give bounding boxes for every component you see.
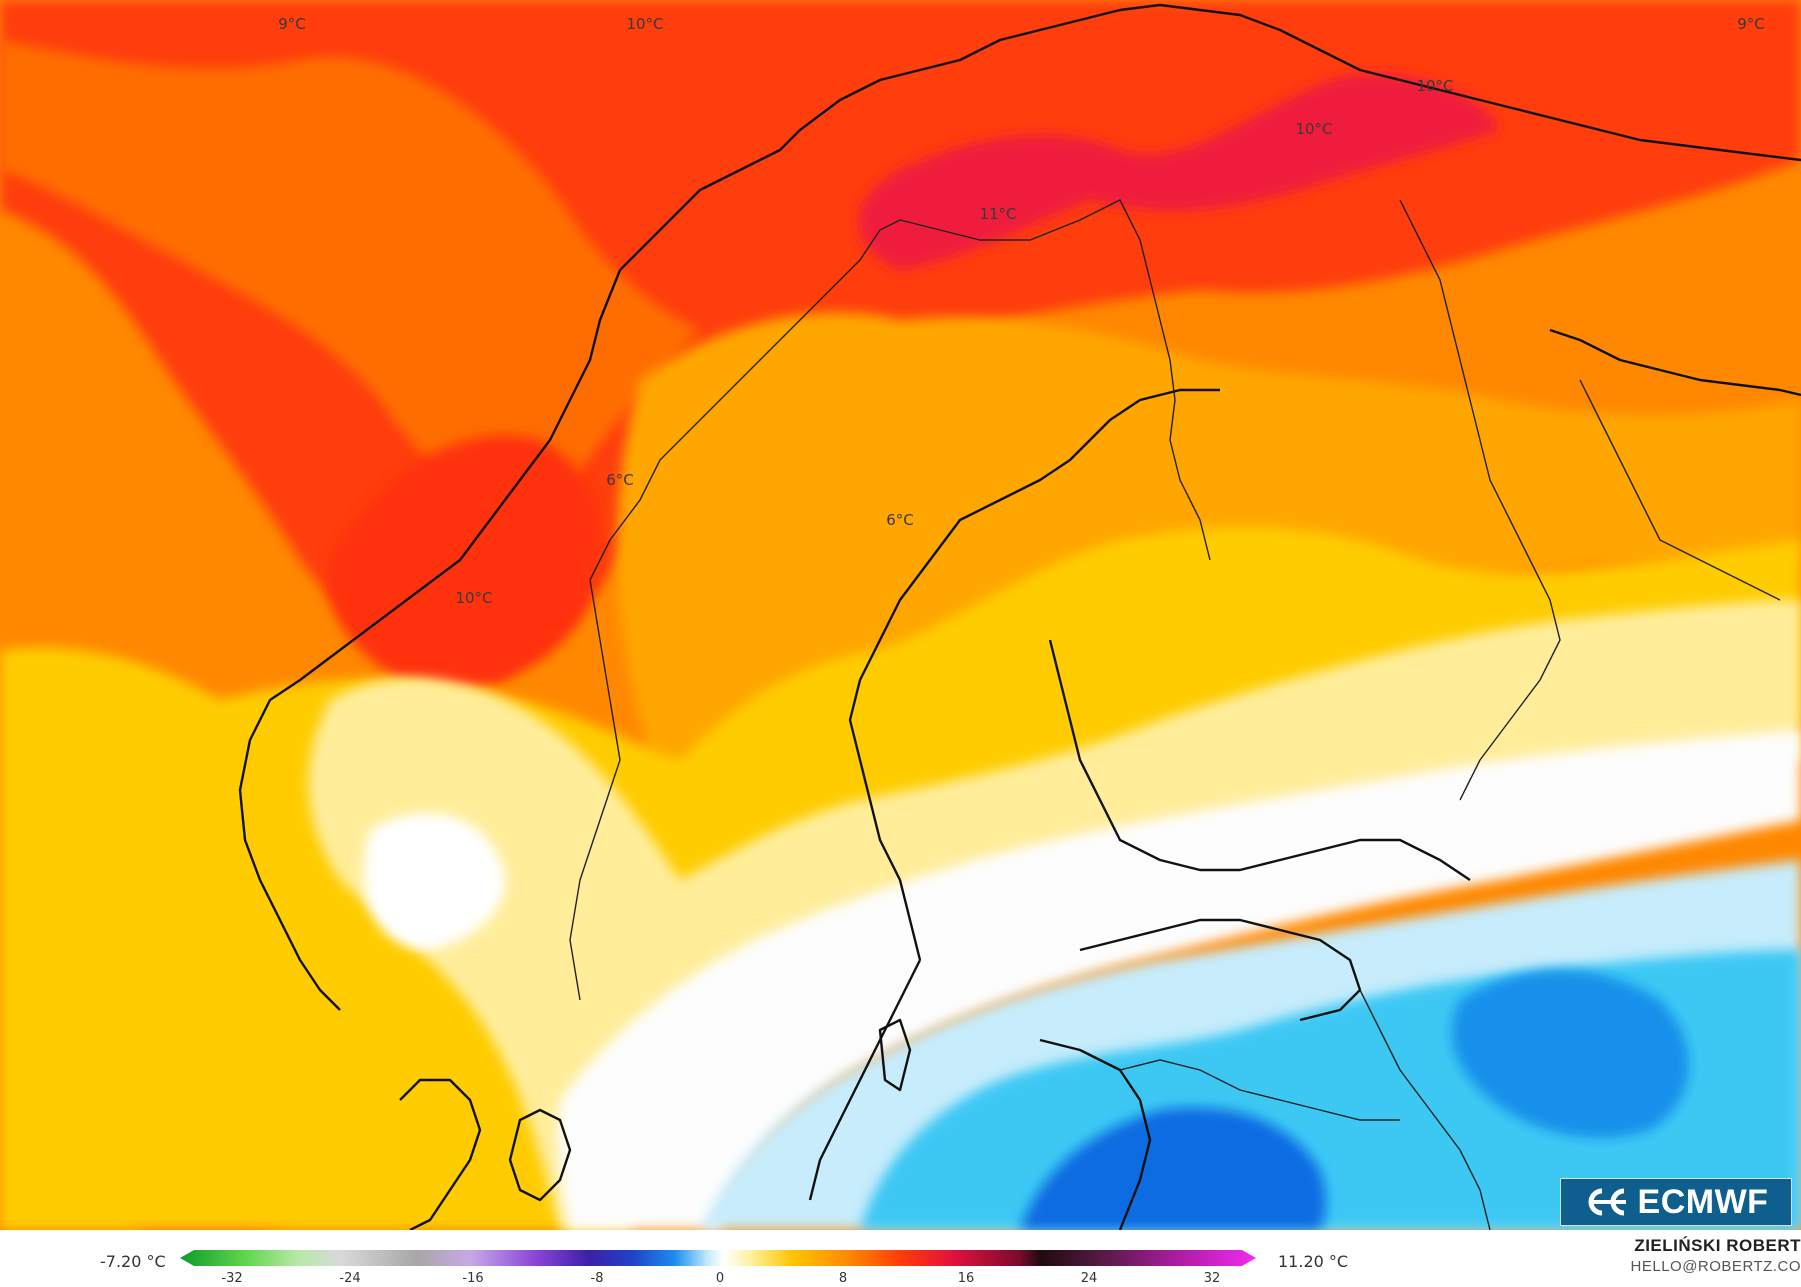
zone-blue xyxy=(1020,1107,1326,1230)
scale-tick: 8 xyxy=(838,1271,848,1286)
zone-blue-east xyxy=(1451,970,1689,1138)
zone-deep-red-north xyxy=(858,73,1500,270)
border-russia-east xyxy=(1579,379,1781,601)
temp-label: 10°C xyxy=(1295,120,1333,138)
gotland xyxy=(878,1018,912,1092)
map-canvas xyxy=(0,0,1801,1230)
temp-label: 10°C xyxy=(455,589,493,607)
norway-coast xyxy=(238,3,1801,1011)
scale-tick: -24 xyxy=(339,1271,361,1286)
author-credit: ZIELIŃSKI ROBERT HELLO@ROBERTZ.CO xyxy=(1631,1236,1801,1275)
zone-orange-mid xyxy=(0,40,700,506)
ecmwf-logo: ECMWF xyxy=(1560,1178,1792,1226)
temp-label: 6°C xyxy=(606,471,634,489)
baltic-coast xyxy=(1039,1038,1152,1230)
scale-tick: 16 xyxy=(957,1271,975,1286)
temp-label: 6°C xyxy=(886,511,914,529)
ecmwf-logo-text: ECMWF xyxy=(1637,1182,1769,1221)
author-email: HELLO@ROBERTZ.CO xyxy=(1630,1258,1801,1275)
border-norway-sweden xyxy=(569,199,1176,1001)
temp-label: 10°C xyxy=(626,15,664,33)
scale-tick: -32 xyxy=(221,1271,243,1286)
scale-tick: 24 xyxy=(1080,1271,1098,1286)
temp-label: 11°C xyxy=(979,205,1017,223)
color-scale-gradient xyxy=(180,1250,1256,1266)
max-value-label: 11.20 °C xyxy=(1278,1252,1349,1271)
temperature-map[interactable]: 9°C 10°C 9°C 10°C 10°C 11°C 6°C 10°C 6°C… xyxy=(0,0,1801,1230)
border-finland-russia xyxy=(1399,199,1561,801)
color-scale-bar xyxy=(180,1248,1256,1276)
denmark-coast xyxy=(399,1078,572,1230)
scale-tick: -8 xyxy=(590,1271,604,1286)
zone-white-band xyxy=(558,730,1801,1230)
border-baltic-states xyxy=(1119,989,1491,1230)
temp-label: 9°C xyxy=(1737,15,1765,33)
sweden-coast xyxy=(808,388,1220,1201)
russia-coast xyxy=(1549,328,1801,397)
ecmwf-logo-icon xyxy=(1584,1187,1628,1217)
scale-tick: -16 xyxy=(462,1271,484,1286)
finland-coast xyxy=(1048,639,1471,881)
scale-tick: 32 xyxy=(1203,1271,1221,1286)
estonia-coast xyxy=(1079,918,1362,1022)
author-name: ZIELIŃSKI ROBERT xyxy=(1634,1236,1801,1255)
borders xyxy=(569,199,1781,1230)
temp-label: 10°C xyxy=(1416,77,1454,95)
border-sweden-finland xyxy=(1169,399,1211,561)
zone-white xyxy=(363,813,506,950)
scale-tick: 0 xyxy=(715,1271,725,1286)
coastlines xyxy=(238,3,1801,1230)
zone-red-west xyxy=(328,435,601,688)
temp-label: 9°C xyxy=(278,15,306,33)
min-value-label: -7.20 °C xyxy=(100,1252,166,1271)
